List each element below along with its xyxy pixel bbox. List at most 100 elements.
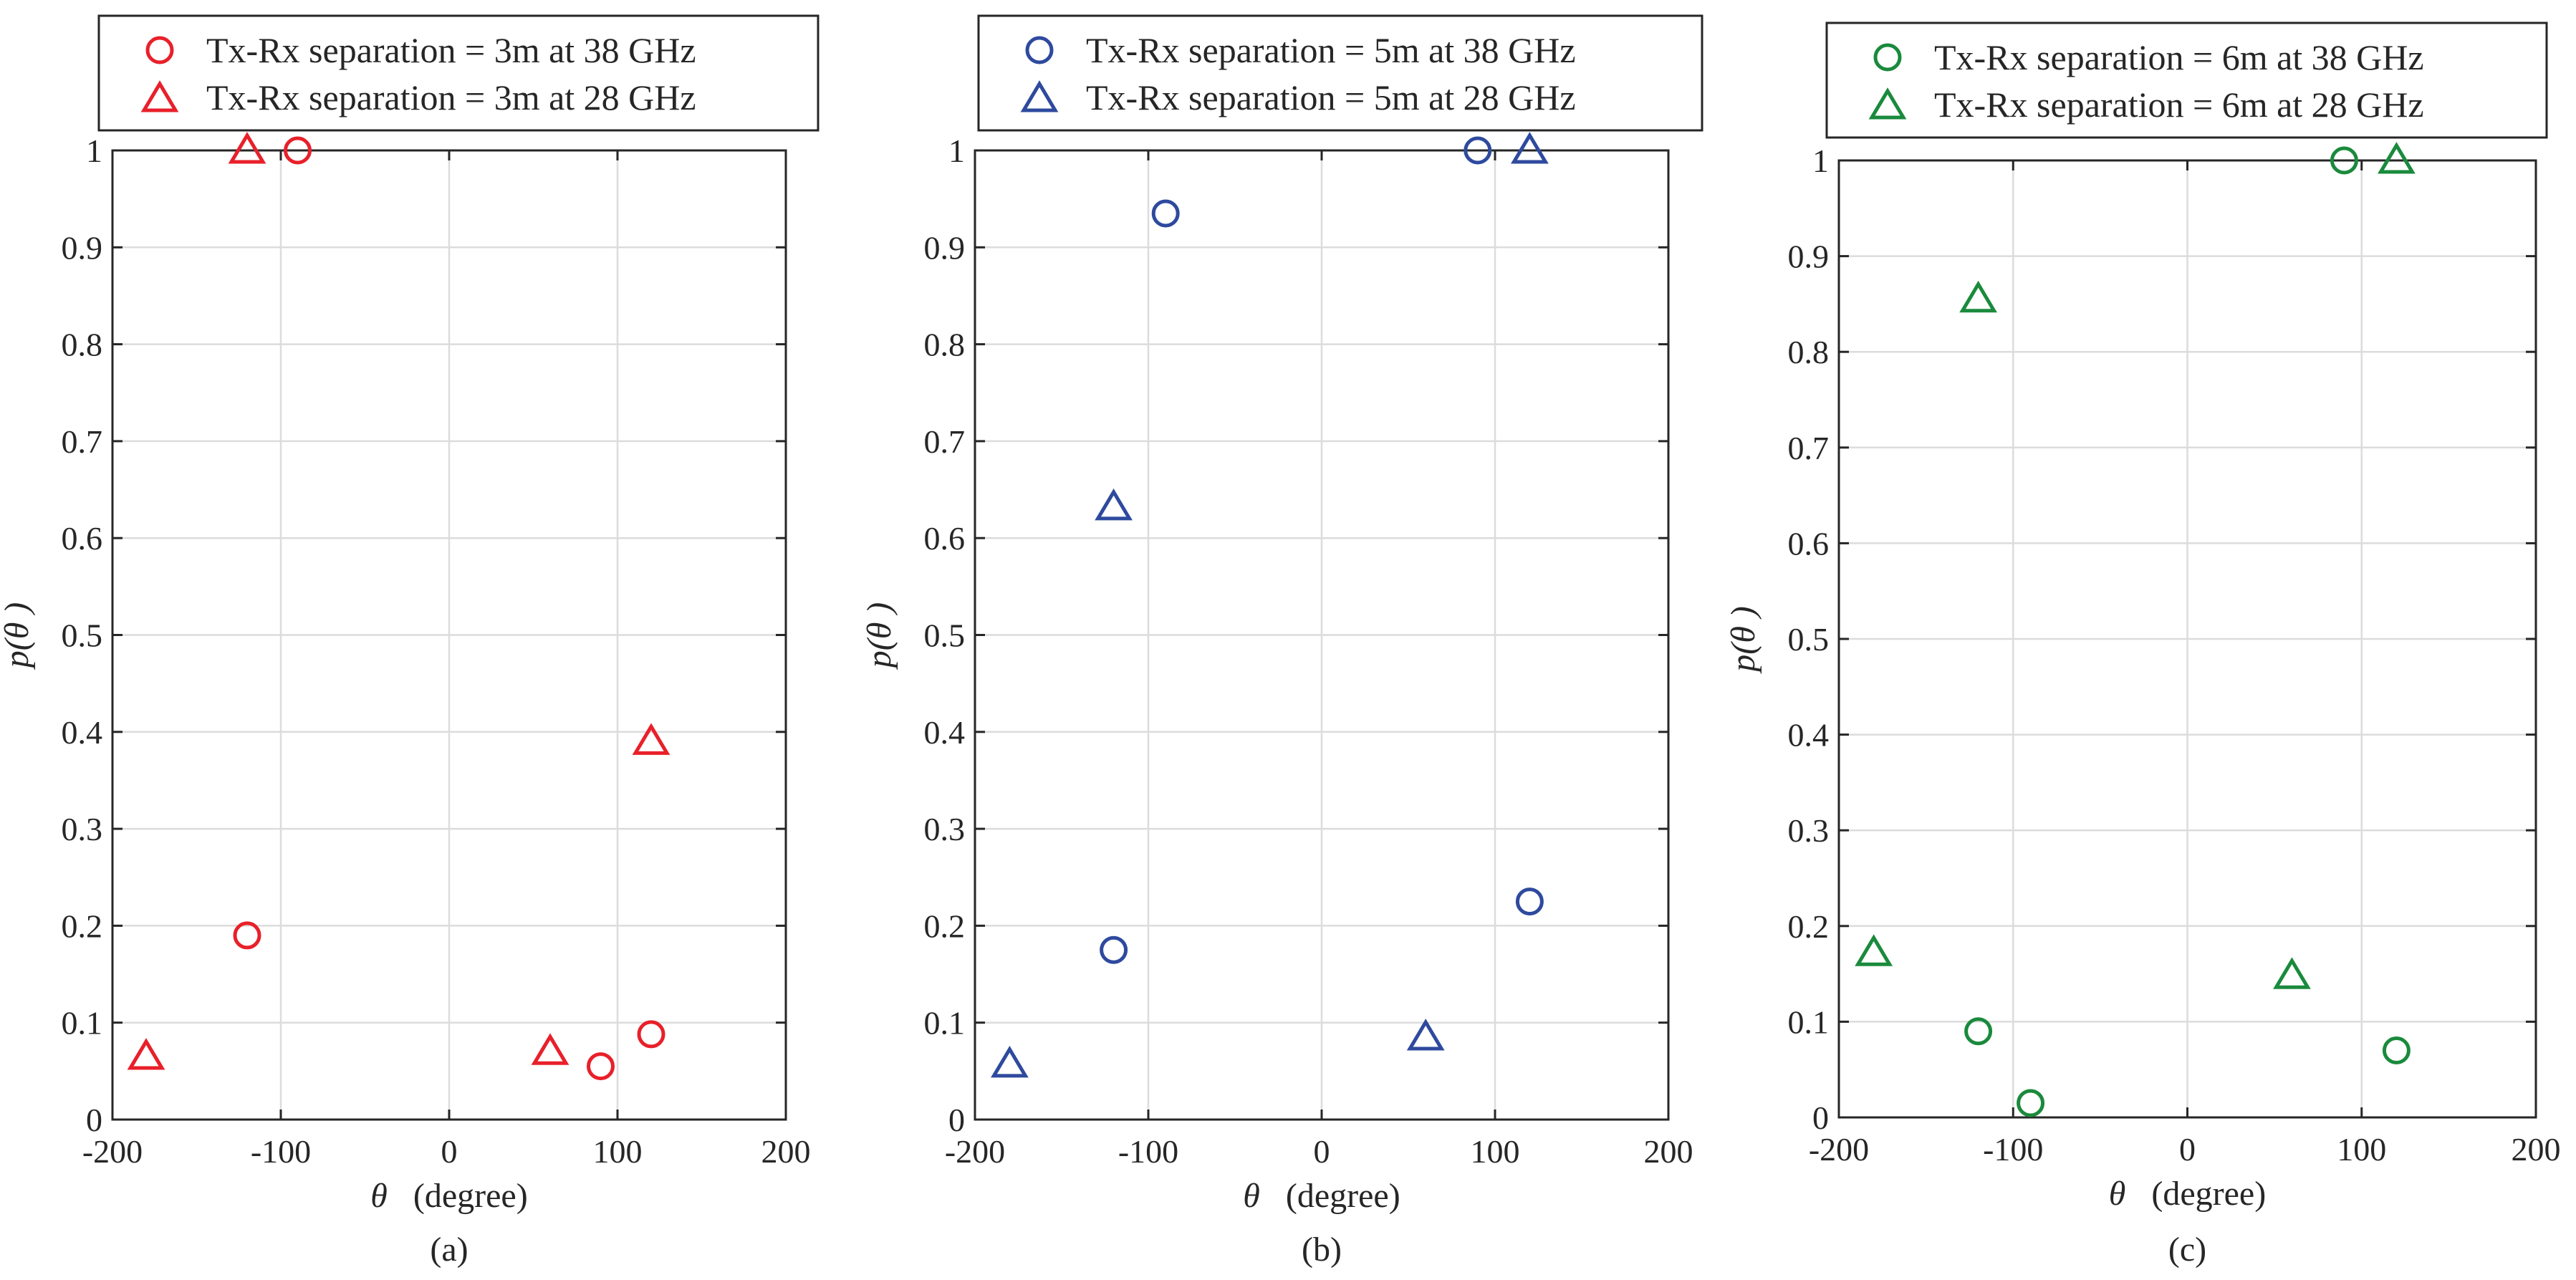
y-tick-label: 0.2: [62, 908, 103, 944]
data-point-circle: [1151, 199, 1180, 228]
legend-entry-label: Tx-Rx separation = 5m at 28 GHz: [1086, 77, 1576, 117]
y-tick-label: 1: [948, 133, 965, 169]
y-tick-label: 0.9: [1788, 239, 1830, 275]
data-point-triangle: [1095, 489, 1133, 521]
x-tick-label: 100: [593, 1133, 643, 1170]
y-tick-label: 0.1: [1788, 1004, 1830, 1040]
panel-caption: (b): [1302, 1231, 1342, 1269]
chart-panel-2: -200 -100 0 100 200 0 0.1 0.2 0.3 0.4 0.5 0.6 0.7 0.8…: [860, 14, 1703, 1269]
legend-marker-circle: [1025, 36, 1054, 64]
y-tick-label: 0.1: [62, 1005, 103, 1041]
data-point-triangle: [632, 723, 671, 755]
x-tick-label: 200: [2512, 1131, 2561, 1168]
y-tick-label: 0.3: [62, 811, 103, 847]
y-tick-label: 0.4: [924, 714, 966, 751]
data-point-triangle: [1406, 1019, 1445, 1051]
legend-entry-label: Tx-Rx separation = 3m at 38 GHz: [206, 30, 696, 70]
series-1-circle-points: [233, 136, 665, 1081]
x-tick-label: -200: [82, 1133, 143, 1170]
y-tick-label: 0.5: [1788, 621, 1830, 658]
y-tick-label: 0.2: [924, 908, 966, 944]
legend-marker-triangle: [140, 80, 179, 112]
x-axis-symbol: θ: [2109, 1175, 2126, 1213]
data-point-circle: [2330, 146, 2358, 175]
chart-panel-1: -200 -100 0 100 200 0 0.1 0.2 0.3 0.4 0.5 0.6 0.7 0.8…: [0, 14, 820, 1269]
y-tick-label: 0.4: [1788, 717, 1830, 754]
x-tick-label: 0: [441, 1133, 458, 1170]
y-tick-label: 0: [948, 1102, 965, 1138]
x-tick-label: 100: [2337, 1131, 2386, 1168]
series-2-triangle-points: [127, 132, 671, 1070]
y-tick-label: 0.8: [1788, 334, 1830, 370]
data-point-circle: [233, 921, 261, 950]
data-point-circle: [1515, 887, 1544, 916]
x-axis-label: θ (degree): [370, 1177, 527, 1215]
x-tick-label: -100: [1118, 1133, 1178, 1170]
data-point-circle: [1964, 1017, 1993, 1046]
chart-panel-3: -200 -100 0 100 200 0 0.1 0.2 0.3 0.4 0.5 0.6 0.7 0.8…: [1724, 21, 2561, 1269]
y-tick-label: 0.7: [924, 423, 966, 460]
data-point-triangle: [127, 1038, 165, 1070]
x-axis-symbol: θ: [370, 1177, 388, 1215]
series-2-triangle-points: [991, 132, 1549, 1078]
y-tick-label: 0.6: [1788, 525, 1830, 562]
data-point-triangle: [2273, 957, 2311, 989]
x-tick-label: -100: [1983, 1131, 2043, 1168]
y-tick-label: 0.6: [62, 520, 103, 557]
legend-entry-label: Tx-Rx separation = 6m at 38 GHz: [1934, 37, 2424, 77]
x-tick-label: 0: [2179, 1131, 2196, 1168]
axes-box: [1837, 159, 2537, 1119]
axes-box: [974, 149, 1670, 1121]
y-tick-label: 0.1: [924, 1005, 966, 1041]
series-2-triangle-points: [1855, 142, 2416, 989]
x-tick-label: -200: [945, 1133, 1005, 1170]
y-axis-label: p(θ ): [860, 602, 898, 670]
y-tick-label: 0.8: [62, 327, 103, 363]
data-point-triangle: [1511, 132, 1549, 164]
data-point-triangle: [991, 1045, 1029, 1078]
series-1-circle-points: [1964, 146, 2411, 1117]
series-1-circle-points: [1100, 136, 1544, 964]
y-tick-label: 0.6: [924, 520, 966, 557]
x-axis-label: θ (degree): [2109, 1175, 2266, 1213]
data-point-triangle: [1959, 280, 1997, 313]
y-tick-label: 0.3: [1788, 812, 1830, 849]
data-point-circle: [637, 1020, 665, 1049]
x-axis-unit: (degree): [2151, 1175, 2266, 1213]
y-tick-label: 0.3: [924, 811, 966, 847]
y-axis-label: p(θ ): [0, 602, 36, 670]
y-tick-label: 0.2: [1788, 908, 1830, 945]
x-axis-unit: (degree): [413, 1177, 528, 1215]
data-point-triangle: [531, 1033, 569, 1065]
y-tick-label: 1: [86, 133, 102, 169]
legend-marker-circle: [145, 36, 174, 64]
x-axis-symbol: θ: [1243, 1177, 1260, 1215]
x-tick-label: 0: [1314, 1133, 1330, 1170]
x-tick-label: 200: [761, 1133, 811, 1170]
x-axis-unit: (degree): [1286, 1177, 1400, 1215]
data-point-circle: [587, 1052, 615, 1081]
data-point-circle: [2382, 1036, 2411, 1064]
y-tick-label: 0.9: [924, 229, 966, 266]
y-tick-label: 0.4: [62, 714, 103, 751]
y-axis-label: p(θ ): [1724, 606, 1762, 674]
data-point-triangle: [228, 132, 266, 164]
x-tick-label: 200: [1644, 1133, 1693, 1170]
legend: Tx-Rx separation = 6m at 38 GHz Tx-Rx sep…: [1825, 21, 2548, 139]
panel-caption: (c): [2168, 1231, 2206, 1269]
y-tick-label: 0.5: [924, 617, 966, 654]
legend-entry-label: Tx-Rx separation = 3m at 28 GHz: [206, 77, 696, 117]
axes-box: [111, 149, 787, 1121]
legend-box: [977, 14, 1703, 132]
panel-caption: (a): [430, 1231, 468, 1269]
x-tick-label: -200: [1809, 1131, 1869, 1168]
legend-box: [97, 14, 820, 132]
y-tick-label: 0.9: [62, 229, 103, 266]
legend: Tx-Rx separation = 3m at 38 GHz Tx-Rx sep…: [97, 14, 820, 132]
data-point-triangle: [2378, 142, 2416, 174]
y-tick-label: 1: [1812, 143, 1829, 179]
data-point-circle: [284, 136, 312, 165]
legend-entry-label: Tx-Rx separation = 6m at 28 GHz: [1934, 85, 2424, 125]
y-tick-label: 0.7: [1788, 430, 1830, 466]
